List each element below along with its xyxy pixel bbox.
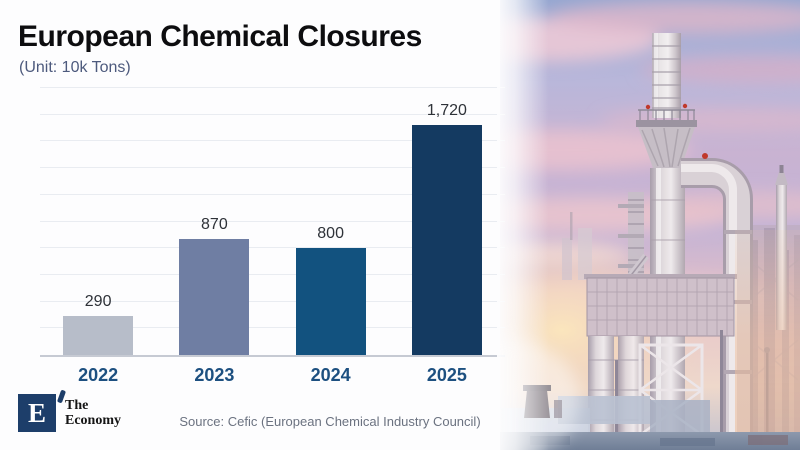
gridline xyxy=(40,87,505,88)
bar-slot-2024: 800 xyxy=(273,88,389,355)
gridline xyxy=(40,140,505,142)
the-economy-logo: E The Economy xyxy=(18,389,121,432)
gridline xyxy=(40,300,505,302)
x-label-2024: 2024 xyxy=(310,365,351,385)
chemical-plant-illustration xyxy=(412,0,800,450)
bar-2025 xyxy=(411,125,482,355)
chart-panel: European Chemical Closures (Unit: 10k To… xyxy=(18,20,505,432)
gridline xyxy=(40,193,505,195)
gridline xyxy=(40,220,505,222)
value-label-2024: 800 xyxy=(317,225,344,243)
x-label-2025: 2025 xyxy=(426,365,467,385)
unit-note: (Unit: 10k Tons) xyxy=(19,59,131,76)
bar-slot-2023: 870 xyxy=(156,88,272,355)
logo-letter: E xyxy=(27,397,46,428)
logo-wordmark: The Economy xyxy=(65,398,121,428)
bar-2022 xyxy=(63,316,134,355)
process-units xyxy=(584,274,770,450)
value-label-2023: 870 xyxy=(201,215,228,233)
bar-slot-2025: 1,720 xyxy=(389,88,505,355)
bar-chart: 290 870 800 1,720 2022 2023 2024 2025 xyxy=(40,87,505,386)
gridline xyxy=(40,113,505,115)
bar-2023 xyxy=(179,238,250,355)
logo-mark: E xyxy=(18,389,67,432)
page-title: European Chemical Closures xyxy=(18,20,422,53)
logo-word-line2: Economy xyxy=(65,413,121,428)
x-label-2022: 2022 xyxy=(78,365,119,385)
gridline xyxy=(40,247,505,249)
chemical-plant-photo xyxy=(412,0,800,450)
x-axis-labels: 2022 2023 2024 2025 xyxy=(40,357,505,386)
bar-2024 xyxy=(295,248,366,355)
bars-container: 290 870 800 1,720 xyxy=(40,88,505,355)
gridline xyxy=(40,167,505,169)
x-label-2023: 2023 xyxy=(194,365,235,385)
value-label-2022: 290 xyxy=(84,293,112,311)
bar-slot-2022: 290 xyxy=(40,88,156,355)
ground-band xyxy=(500,432,800,450)
warm-haze xyxy=(735,230,800,450)
logo-word-line1: The xyxy=(65,398,89,413)
source-credit: Source: Cefic (European Chemical Industr… xyxy=(179,414,481,429)
gridline xyxy=(40,273,505,275)
gridline xyxy=(40,327,505,329)
plot-area: 290 870 800 1,720 xyxy=(40,87,505,357)
value-label-2025: 1,720 xyxy=(426,102,467,120)
